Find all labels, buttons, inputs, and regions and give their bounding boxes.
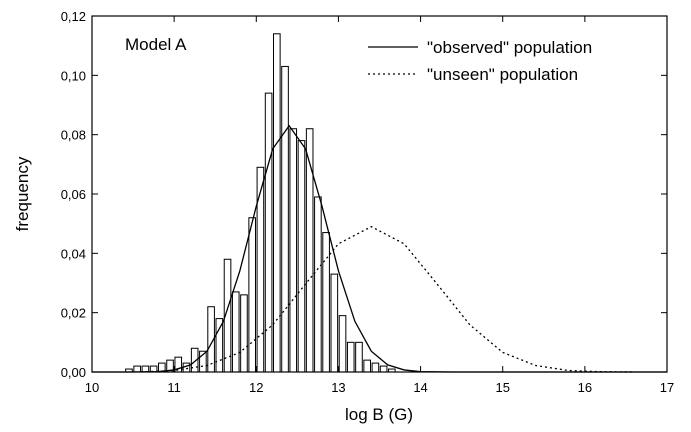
y-tick-label: 0,08 [61,128,86,143]
line [141,225,635,373]
x-tick-label: 11 [167,380,181,395]
y-tick-label: 0,12 [61,9,86,24]
x-tick-label: 14 [413,380,427,395]
bar [330,273,339,373]
bar [371,362,380,373]
bar [338,315,347,373]
y-tick-label: 0,10 [61,68,86,83]
x-tick-label: 17 [660,380,674,395]
legend-label: "observed" population [427,38,592,57]
x-tick-label: 16 [578,380,592,395]
bar [322,232,330,373]
x-tick-label: 13 [331,380,345,395]
y-tick-label: 0,02 [61,306,86,321]
bar [363,359,371,373]
y-tick-label: 0,00 [61,365,86,380]
bar [281,65,289,373]
bar [248,217,256,373]
y-axis-label: frequency [13,156,32,231]
bar [355,341,363,373]
legend-label: "unseen" population [427,65,578,84]
annotation: Model A [125,35,187,54]
bar [297,140,306,373]
x-axis-label: log B (G) [345,405,413,424]
bar [314,196,322,373]
bar [289,128,298,373]
bar [240,294,248,373]
bar [346,341,355,373]
bar [133,365,141,373]
x-tick-label: 12 [249,380,263,395]
line [92,124,667,373]
bar [379,365,388,373]
y-tick-label: 0,06 [61,187,86,202]
bar [182,362,191,373]
bar [215,318,224,373]
y-tick-label: 0,04 [61,246,86,261]
bar [231,291,240,373]
bar [273,33,281,373]
x-tick-label: 15 [495,380,509,395]
x-tick-label: 10 [85,380,99,395]
plot-frame [91,15,668,373]
